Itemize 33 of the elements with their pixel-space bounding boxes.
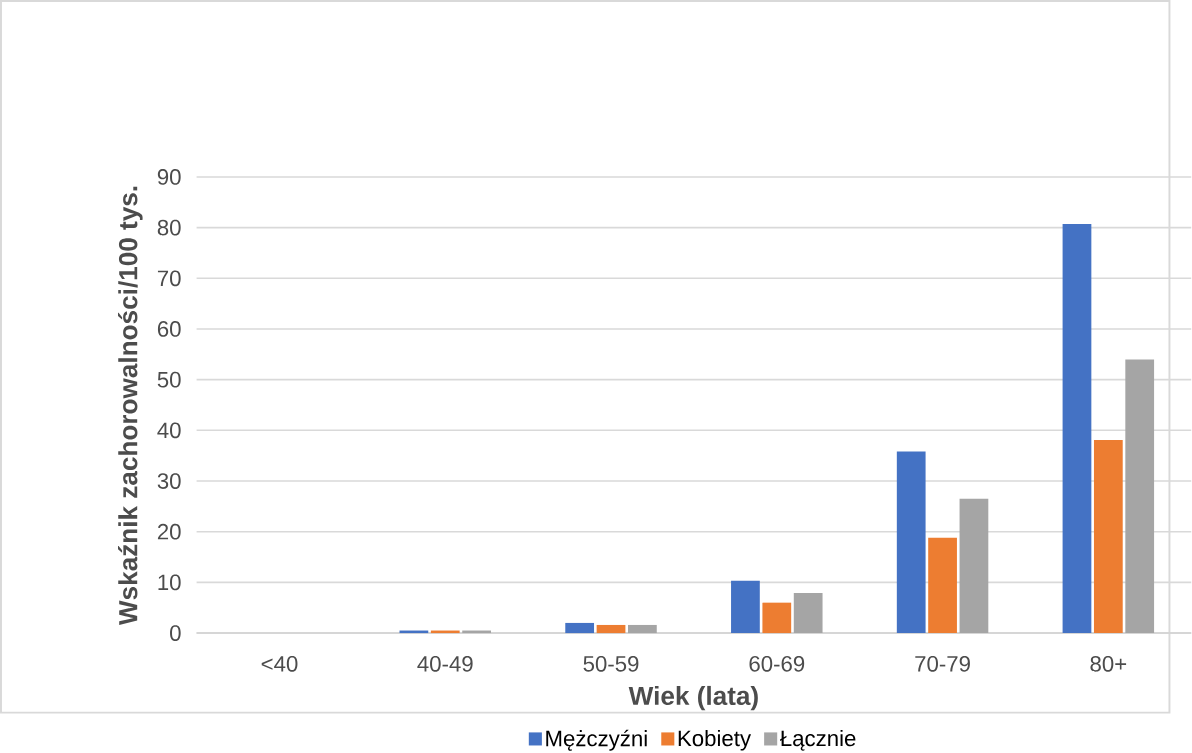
bar (731, 580, 760, 633)
y-tick-label: 50 (157, 371, 181, 388)
x-tick-label: 50-59 (583, 655, 639, 672)
bar (762, 602, 792, 633)
x-tick-label: 70-79 (915, 655, 970, 672)
x-tick-label: 40-49 (417, 655, 473, 672)
y-tick-label: 20 (157, 523, 181, 540)
x-axis-title: Wiek (lata) (628, 685, 758, 711)
x-tick-label: 80+ (1090, 655, 1127, 672)
bar (1062, 223, 1092, 633)
bar (565, 622, 595, 633)
bar (596, 624, 626, 633)
bar (793, 592, 823, 633)
legend-label: Łącznie (780, 729, 856, 751)
y-tick-label: 30 (157, 472, 181, 489)
y-tick-label: 0 (170, 625, 181, 641)
legend-label: Mężczyźni (546, 729, 647, 751)
bar (1125, 359, 1155, 633)
bar (628, 624, 657, 633)
bar (959, 498, 989, 633)
y-tick-label: 10 (158, 574, 181, 591)
y-tick-label: 40 (157, 422, 181, 439)
y-axis-title: Wskaźnik zachorowalności/100 tys. (118, 186, 143, 625)
legend-label: Kobiety (678, 729, 752, 751)
x-tick-label: <40 (261, 655, 298, 672)
bar (896, 451, 926, 633)
bar (928, 537, 957, 633)
y-tick-label: 60 (157, 320, 181, 337)
y-tick-label: 80 (157, 219, 181, 236)
y-tick-label: 90 (157, 168, 181, 185)
bar (1093, 439, 1123, 633)
y-tick-label: 70 (157, 270, 181, 287)
x-tick-label: 60-69 (749, 655, 805, 672)
